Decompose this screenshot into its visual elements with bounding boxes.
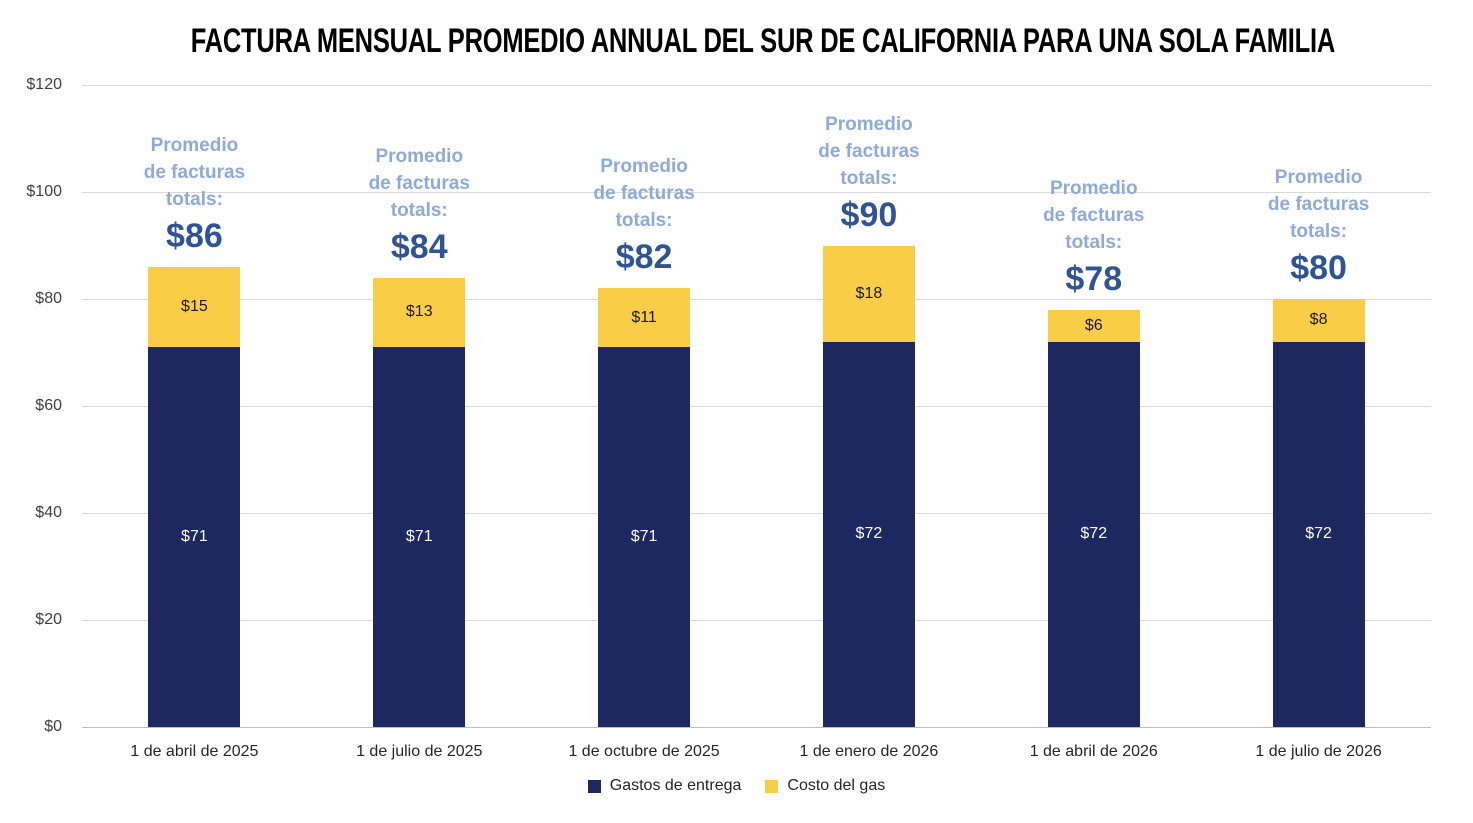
annotation-line: de facturas [1043, 204, 1145, 226]
bar-value-label: $72 [855, 525, 883, 543]
annotation-line: Promedio [825, 113, 913, 135]
bar-value-label: $13 [405, 303, 433, 321]
legend-label: Costo del gas [787, 777, 886, 794]
bar-segment-delivery: $72 [1272, 341, 1365, 727]
annotation-line: totals: [840, 167, 898, 189]
x-axis-label: 1 de abril de 2026 [1029, 743, 1158, 760]
x-axis-line [82, 727, 1431, 728]
legend-swatch [765, 779, 779, 793]
bar-value-label: $71 [630, 528, 658, 546]
bar-value-label: $72 [1080, 525, 1108, 543]
x-axis-label: 1 de julio de 2025 [356, 743, 483, 760]
bar-segment-gas: $11 [598, 288, 691, 348]
annotation-line: Promedio [1274, 167, 1363, 188]
annotation-line: Promedio [600, 156, 688, 178]
annotation-total: $82 [615, 238, 673, 277]
total-annotation: Promedio de facturas totals: $84 [304, 143, 534, 266]
y-tick-label: $100 [26, 183, 62, 200]
bar-value-label: $15 [181, 298, 208, 316]
annotation-line: de facturas [368, 172, 470, 194]
bar-value-label: $71 [405, 528, 433, 546]
legend-item: Gastos de entrega [587, 777, 742, 795]
x-axis-label: 1 de abril de 2025 [130, 743, 259, 760]
total-annotation: Promedio de facturas totals: $80 [1204, 164, 1434, 287]
annotation-line: totals: [390, 199, 448, 221]
bar-value-label: $8 [1309, 311, 1328, 329]
annotation-line: totals: [1290, 221, 1348, 242]
total-annotation: Promedio de facturas totals: $82 [529, 153, 759, 276]
annotation-line: de facturas [1267, 194, 1370, 215]
bar-segment-gas: $6 [1047, 309, 1140, 342]
chart-title-text: FACTURA MENSUAL PROMEDIO ANNUAL DEL SUR … [190, 22, 1336, 60]
bar-segment-delivery: $71 [373, 347, 466, 727]
total-annotation: Promedio de facturas totals: $86 [79, 132, 309, 255]
x-axis-label: 1 de octubre de 2025 [568, 743, 720, 760]
annotation-line: de facturas [593, 183, 695, 205]
annotation-total: $90 [840, 195, 898, 234]
y-tick-label: $60 [35, 397, 62, 414]
gridline [82, 406, 1431, 407]
legend-label: Gastos de entrega [609, 777, 742, 794]
bar-segment-delivery: $72 [822, 341, 915, 727]
annotation-line: Promedio [1049, 177, 1138, 199]
gridline [82, 620, 1431, 621]
gridline [82, 192, 1431, 193]
annotation-total: $80 [1290, 249, 1347, 287]
bar-segment-gas: $18 [822, 245, 915, 342]
bar-value-label: $6 [1084, 316, 1103, 334]
y-tick-label: $80 [35, 290, 62, 307]
annotation-line: totals: [165, 188, 223, 210]
legend: Gastos de entrega Costo del gas [0, 777, 1473, 795]
bar-value-label: $71 [181, 528, 208, 546]
x-axis-label: 1 de enero de 2026 [799, 743, 939, 760]
gridline [82, 513, 1431, 514]
y-tick-label: $20 [35, 611, 62, 628]
bar-segment-delivery: $71 [598, 347, 691, 727]
annotation-line: totals: [1065, 231, 1123, 253]
bar-segment-gas: $8 [1272, 299, 1365, 342]
bar-segment-gas: $13 [373, 277, 466, 348]
annotation-total: $84 [390, 227, 448, 266]
annotation-line: totals: [615, 210, 673, 232]
bar-value-label: $18 [855, 284, 883, 302]
bar-segment-gas: $15 [148, 266, 241, 348]
bar-segment-delivery: $71 [148, 347, 241, 727]
legend-item: Costo del gas [765, 777, 885, 795]
total-annotation: Promedio de facturas totals: $78 [979, 175, 1209, 298]
annotation-total: $86 [166, 216, 223, 255]
y-tick-label: $0 [44, 718, 62, 735]
bar-value-label: $11 [631, 308, 657, 326]
annotation-line: Promedio [150, 134, 239, 156]
gridline [82, 85, 1431, 86]
y-tick-label: $120 [26, 76, 62, 93]
bar-value-label: $72 [1305, 525, 1332, 543]
annotation-line: Promedio [375, 145, 464, 167]
y-tick-label: $40 [35, 504, 62, 521]
annotation-total: $78 [1065, 259, 1123, 298]
bar-segment-delivery: $72 [1047, 341, 1140, 727]
annotation-line: de facturas [818, 140, 920, 162]
gridline [82, 299, 1431, 300]
annotation-line: de facturas [143, 161, 246, 183]
x-axis-label: 1 de julio de 2026 [1255, 743, 1382, 760]
legend-swatch [587, 779, 601, 793]
total-annotation: Promedio de facturas totals: $90 [754, 111, 984, 234]
chart-title: FACTURA MENSUAL PROMEDIO ANNUAL DEL SUR … [0, 22, 1473, 61]
